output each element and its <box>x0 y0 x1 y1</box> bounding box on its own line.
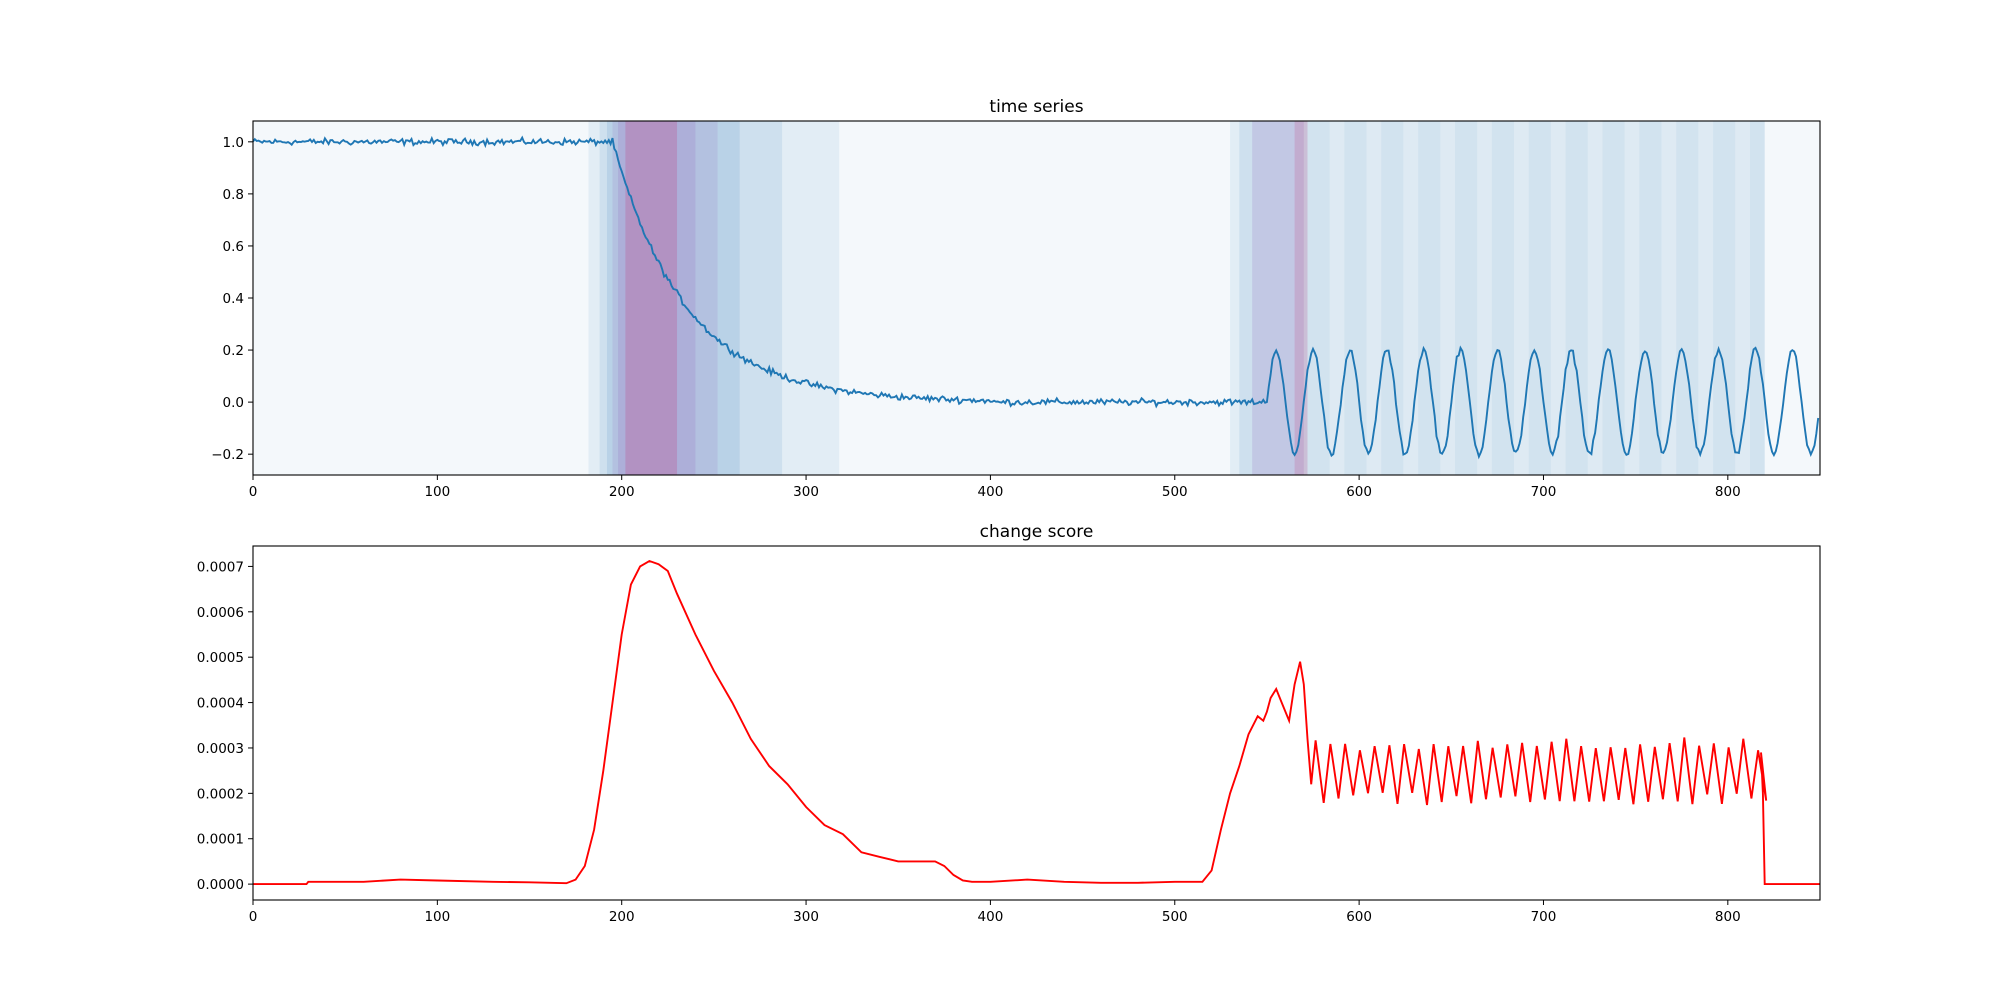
change-score-x-tick-label: 200 <box>609 909 635 925</box>
change-score-x-tick-label: 100 <box>424 909 450 925</box>
shaded-span <box>1307 121 1765 475</box>
shaded-band <box>1418 121 1441 475</box>
shaded-span <box>1239 121 1308 475</box>
time-series-y-tick-label: 0.2 <box>223 343 244 359</box>
change-score-x-axis: 0 100 200 300 400 500 600 700 800 <box>249 900 1741 925</box>
change-score-y-tick-label: 0.0003 <box>197 741 244 757</box>
change-score-x-tick-label: 800 <box>1715 909 1741 925</box>
time-series-chart: 0 100 200 300 400 500 600 700 800 −0.2 0.0 0.2 0.4 0… <box>211 97 1821 500</box>
shaded-band <box>1676 121 1699 475</box>
change-score-y-tick-label: 0.0006 <box>197 605 244 621</box>
time-series-title: time series <box>989 97 1083 117</box>
time-series-x-tick-label: 700 <box>1531 484 1557 500</box>
time-series-y-tick-label: −0.2 <box>211 447 244 463</box>
shaded-span <box>618 121 696 475</box>
shaded-band <box>1565 121 1588 475</box>
change-score-title: change score <box>980 522 1094 542</box>
shaded-band <box>1713 121 1736 475</box>
time-series-x-tick-label: 300 <box>793 484 819 500</box>
time-series-x-tick-label: 400 <box>978 484 1004 500</box>
change-score-line <box>253 559 1820 886</box>
time-series-shaded-regions <box>253 121 1820 475</box>
change-score-y-tick-label: 0.0007 <box>197 559 244 575</box>
shaded-span <box>625 121 678 475</box>
time-series-x-tick-label: 600 <box>1346 484 1372 500</box>
shaded-span <box>599 121 783 475</box>
change-score-x-tick-label: 400 <box>978 909 1004 925</box>
shaded-band <box>1454 121 1478 475</box>
time-series-x-tick-label: 500 <box>1162 484 1188 500</box>
shaded-span <box>588 121 840 475</box>
shaded-span <box>606 121 740 475</box>
time-series-x-tick-label: 100 <box>424 484 450 500</box>
shaded-band <box>1528 121 1551 475</box>
change-score-x-tick-label: 700 <box>1531 909 1557 925</box>
change-score-axes-frame <box>252 545 1821 901</box>
time-series-y-tick-label: 0.8 <box>223 187 244 203</box>
time-series-y-tick-label: 0.0 <box>223 395 244 411</box>
time-series-line <box>253 135 1820 460</box>
change-score-x-tick-label: 300 <box>793 909 819 925</box>
time-series-y-tick-label: 1.0 <box>223 135 244 151</box>
shaded-span <box>612 121 718 475</box>
shaded-band <box>1381 121 1404 475</box>
shaded-band <box>1602 121 1625 475</box>
change-score-y-tick-label: 0.0005 <box>197 650 244 666</box>
change-score-y-axis: 0.0000 0.0001 0.0002 0.0003 0.0004 0.0005 0.00… <box>197 559 253 893</box>
time-series-x-tick-label: 0 <box>249 484 258 500</box>
shaded-span <box>1252 121 1304 475</box>
change-score-y-tick-label: 0.0000 <box>197 877 244 893</box>
time-series-y-tick-label: 0.6 <box>223 239 244 255</box>
change-score-x-tick-label: 0 <box>249 909 258 925</box>
change-score-x-tick-label: 600 <box>1346 909 1372 925</box>
shaded-band <box>1491 121 1514 475</box>
shaded-span <box>1230 121 1308 475</box>
change-score-chart: 0 100 200 300 400 500 600 700 800 0.00000.00010.… <box>197 522 1821 925</box>
change-score-x-tick-label: 500 <box>1162 909 1188 925</box>
shaded-band <box>1639 121 1662 475</box>
time-series-x-tick-label: 800 <box>1715 484 1741 500</box>
change-score-y-tick-label: 0.0001 <box>197 832 244 848</box>
shaded-span <box>253 121 1820 475</box>
change-score-y-tick-label: 0.0002 <box>197 786 244 802</box>
time-series-y-axis: −0.2 0.0 0.2 0.4 0.6 0.8 1.0 <box>211 135 253 463</box>
time-series-y-tick-label: 0.4 <box>223 291 244 307</box>
shaded-band <box>1344 121 1367 475</box>
time-series-x-tick-label: 200 <box>609 484 635 500</box>
shaded-band <box>1749 121 1765 475</box>
shaded-band <box>1307 121 1330 475</box>
change-score-y-tick-label: 0.0004 <box>197 696 244 712</box>
shaded-span <box>1294 121 1308 475</box>
time-series-x-axis: 0 100 200 300 400 500 600 700 800 <box>249 475 1741 500</box>
